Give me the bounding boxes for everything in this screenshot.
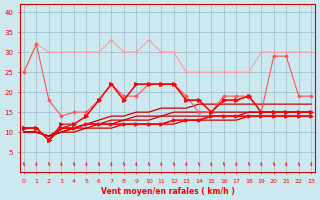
X-axis label: Vent moyen/en rafales ( km/h ): Vent moyen/en rafales ( km/h ) xyxy=(101,187,235,196)
